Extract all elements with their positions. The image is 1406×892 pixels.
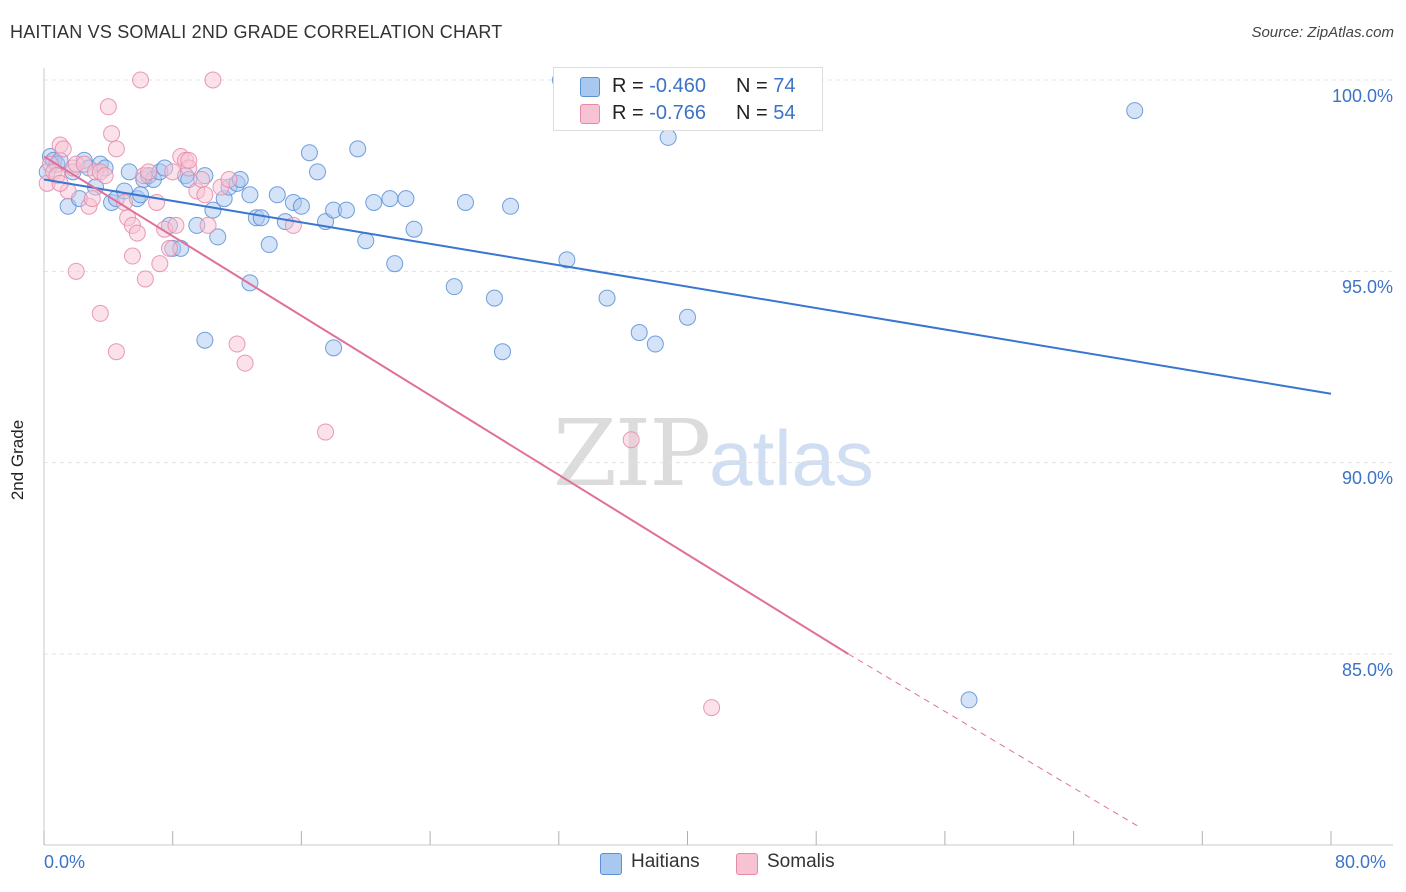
somalis-point — [167, 216, 185, 234]
n-value: 54 — [773, 102, 796, 124]
haitians-point — [252, 209, 270, 227]
somalis-point — [317, 423, 335, 441]
somalis-trend-line — [43, 155, 849, 655]
legend-row-somalis: R = -0.766 N = 54 — [554, 101, 822, 127]
y-tick-label-85: 85.0% — [1341, 660, 1393, 680]
somalis-point — [123, 247, 141, 265]
haitians-point — [300, 144, 318, 162]
r-label: R = — [612, 75, 644, 97]
haitians-point — [630, 324, 648, 342]
n-label: N = — [736, 75, 768, 97]
haitians-point — [679, 308, 696, 326]
haitians-trend-line — [43, 178, 1332, 395]
haitians-point — [381, 190, 399, 208]
watermark-atlas: atlas — [709, 414, 874, 502]
haitians-point — [405, 220, 423, 238]
haitians-point — [659, 128, 677, 146]
n-value: 74 — [773, 75, 796, 97]
x-tick-label-min: 0.0% — [44, 852, 86, 872]
haitians-point — [456, 193, 474, 211]
haitians-point — [120, 163, 138, 181]
haitians-point — [386, 255, 404, 273]
somalis-r: R = -0.766 — [612, 102, 706, 125]
somalis-point — [196, 186, 214, 204]
haitians-point — [196, 331, 214, 349]
somalis-point — [107, 140, 125, 158]
r-label: R = — [612, 102, 644, 124]
source-label: Source: ZipAtlas.com — [1251, 24, 1394, 41]
somalis-point — [199, 216, 217, 234]
somalis-trend-extension — [848, 653, 1139, 827]
somalis-point — [91, 304, 109, 322]
somalis-point — [99, 98, 117, 116]
chart-title: HAITIAN VS SOMALI 2ND GRADE CORRELATION … — [10, 22, 503, 42]
haitians-point — [349, 140, 367, 158]
haitians-point — [646, 335, 664, 353]
haitians-point — [241, 186, 259, 204]
haitians-point — [260, 236, 278, 254]
somalis-n: N = 54 — [736, 102, 796, 125]
somalis-point — [193, 170, 211, 188]
somalis-legend-label: Somalis — [767, 851, 835, 872]
haitians-point — [308, 163, 326, 181]
haitians-point — [485, 289, 503, 307]
somalis-point — [180, 151, 198, 169]
haitians-swatch — [580, 77, 600, 97]
y-tick-label-100: 100.0% — [1331, 86, 1393, 106]
haitians-point — [598, 289, 616, 307]
haitians-point — [445, 278, 463, 296]
watermark-zip: ZIP — [553, 400, 711, 507]
somalis-point — [107, 343, 125, 361]
haitians-point — [960, 691, 978, 709]
legend-row-haitians: R = -0.460 N = 74 — [554, 74, 822, 100]
somalis-point — [236, 354, 254, 372]
r-value: -0.766 — [649, 102, 706, 124]
somalis-point — [151, 255, 169, 273]
haitians-legend-label: Haitians — [631, 851, 700, 872]
haitians-point — [397, 190, 415, 208]
n-label: N = — [736, 102, 768, 124]
haitians-point — [357, 232, 375, 250]
y-tick-label-95: 95.0% — [1341, 277, 1393, 297]
haitians-point — [325, 339, 343, 357]
somalis-point — [67, 262, 85, 280]
somalis-point — [228, 335, 246, 353]
somalis-point — [54, 140, 72, 158]
somalis-point — [164, 163, 182, 181]
correlation-legend: R = -0.460 N = 74 R = -0.766 N = 54 — [553, 67, 823, 131]
somalis-legend-swatch — [736, 853, 758, 875]
haitians-point — [558, 251, 576, 269]
somalis-point — [703, 699, 721, 717]
somalis-point — [220, 170, 238, 188]
haitians-r: R = -0.460 — [612, 75, 706, 98]
y-tick-label-90: 90.0% — [1341, 468, 1393, 488]
haitians-point — [493, 343, 511, 361]
somalis-point — [136, 270, 154, 288]
haitians-point — [1126, 102, 1144, 120]
somalis-point — [83, 190, 101, 208]
somalis-point — [132, 71, 150, 89]
haitians-point — [502, 197, 520, 215]
somalis-point — [103, 125, 121, 143]
somalis-point — [140, 163, 158, 181]
haitians-point — [337, 201, 355, 219]
somalis-point — [96, 167, 114, 185]
haitians-point — [268, 186, 286, 204]
somalis-point — [160, 239, 178, 257]
haitians-point — [209, 228, 227, 246]
haitians-legend-swatch — [600, 853, 622, 875]
haitians-point — [365, 193, 383, 211]
x-tick-label-max: 80.0% — [1335, 852, 1387, 872]
somalis-point — [622, 431, 640, 449]
r-value: -0.460 — [649, 75, 706, 97]
somalis-point — [204, 71, 222, 89]
haitians-point — [292, 197, 310, 215]
haitians-n: N = 74 — [736, 75, 796, 98]
watermark: ZIPatlas — [553, 400, 874, 507]
somalis-point — [128, 224, 146, 242]
somalis-swatch — [580, 104, 600, 124]
